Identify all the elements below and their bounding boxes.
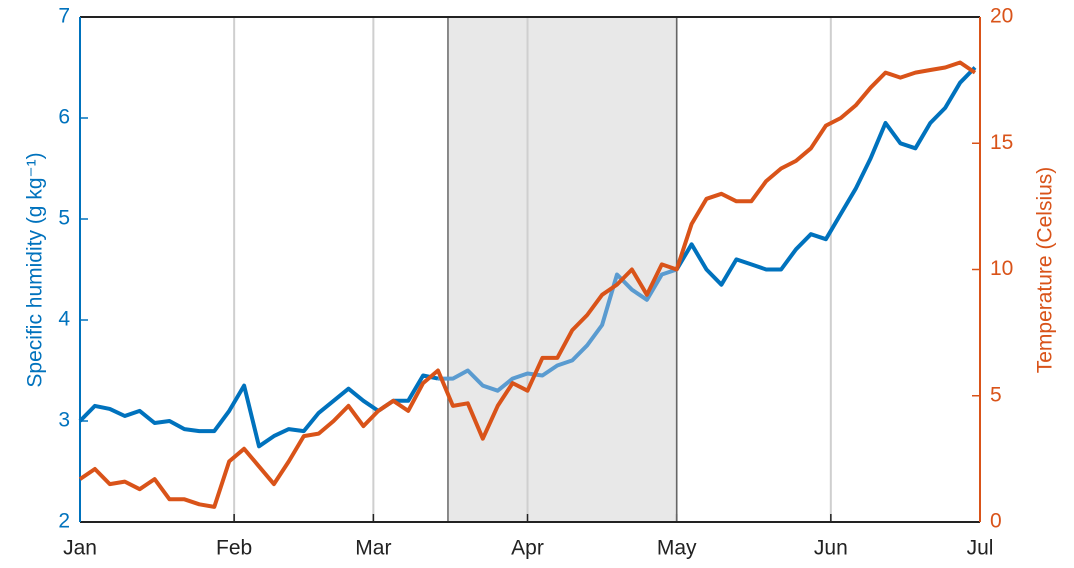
y2-tick-label: 0: [990, 510, 1002, 533]
y2-tick-label: 10: [990, 257, 1013, 280]
data-line: [438, 267, 678, 393]
shaded-region: [447, 17, 677, 522]
y-tick-label: 6: [58, 106, 70, 129]
x-tick-label: Jul: [967, 537, 994, 560]
x-tick-label: May: [657, 537, 697, 560]
y-axis-label: Specific humidity (g kg⁻¹): [24, 152, 47, 387]
x-tick-label: Jan: [63, 537, 97, 560]
data-line: [78, 60, 977, 509]
y2-tick-label: 5: [990, 383, 1002, 406]
y2-tick-label: 20: [990, 5, 1013, 28]
y-tick-label: 2: [58, 510, 70, 533]
x-tick-label: Apr: [511, 537, 544, 560]
y-tick-label: 3: [58, 409, 70, 432]
x-tick-label: Mar: [355, 537, 391, 560]
y-tick-label: 4: [58, 308, 70, 331]
x-tick-label: Jun: [814, 537, 848, 560]
data-line: [674, 66, 977, 287]
y-tick-label: 7: [58, 5, 70, 28]
data-line: [78, 373, 439, 449]
y2-axis-label: Temperature (Celsius): [1034, 167, 1057, 374]
y-tick-label: 5: [58, 207, 70, 230]
y2-tick-label: 15: [990, 131, 1013, 154]
x-tick-label: Feb: [216, 537, 252, 560]
